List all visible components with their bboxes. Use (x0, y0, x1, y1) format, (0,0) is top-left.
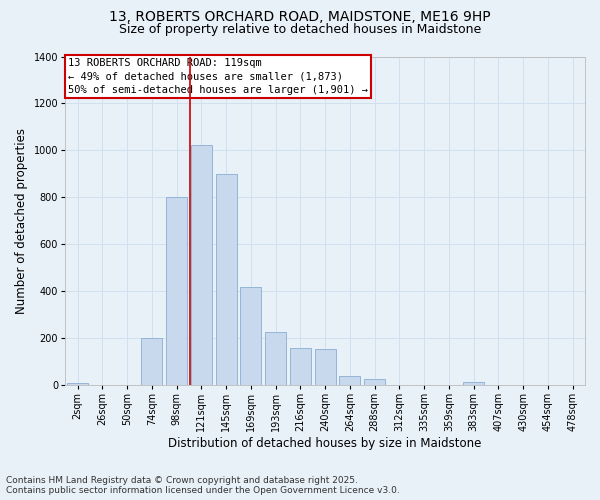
Bar (364, 380, 385, 385)
Bar (314, 349, 335, 385)
Text: Contains HM Land Registry data © Crown copyright and database right 2025.
Contai: Contains HM Land Registry data © Crown c… (6, 476, 400, 495)
Bar (240, 286, 262, 385)
Bar (215, 174, 236, 385)
Bar (141, 338, 162, 385)
Bar (67, 383, 88, 385)
Text: Size of property relative to detached houses in Maidstone: Size of property relative to detached ho… (119, 22, 481, 36)
Bar (290, 348, 311, 385)
Bar (463, 382, 484, 385)
Text: 13 ROBERTS ORCHARD ROAD: 119sqm
← 49% of detached houses are smaller (1,873)
50%: 13 ROBERTS ORCHARD ROAD: 119sqm ← 49% of… (68, 58, 368, 94)
Bar (265, 332, 286, 385)
X-axis label: Distribution of detached houses by size in Maidstone: Distribution of detached houses by size … (169, 437, 482, 450)
Bar (339, 376, 361, 385)
Y-axis label: Number of detached properties: Number of detached properties (15, 128, 28, 314)
Bar (191, 144, 212, 385)
Bar (166, 198, 187, 385)
Text: 13, ROBERTS ORCHARD ROAD, MAIDSTONE, ME16 9HP: 13, ROBERTS ORCHARD ROAD, MAIDSTONE, ME1… (109, 10, 491, 24)
